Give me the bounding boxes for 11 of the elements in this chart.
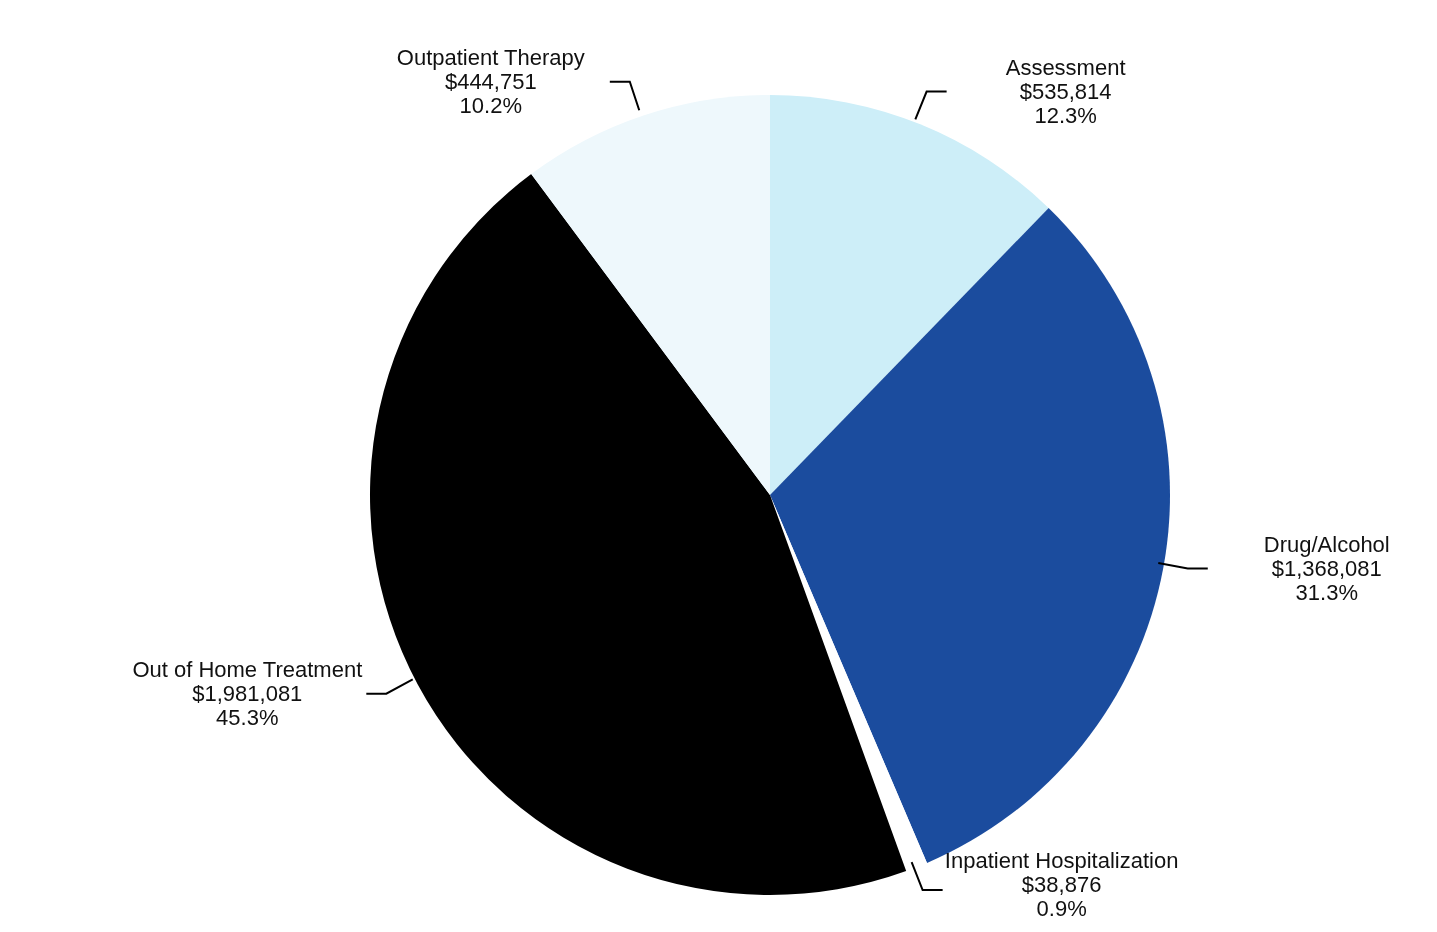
data-label: $1,981,081 45.3%: [192, 680, 303, 730]
pie-slice: [370, 174, 907, 895]
data-label: $535,814 12.3%: [1019, 78, 1112, 128]
slice-label: Drug/Alcohol: [1263, 531, 1390, 557]
data-label: $38,876 0.9%: [1021, 872, 1102, 921]
slice-label: Inpatient Hospitalization: [944, 848, 1179, 873]
slice-label: Out of Home Treatment: [132, 656, 363, 682]
pie-slice: [531, 95, 770, 495]
data-label: $444,751 10.2%: [444, 68, 537, 118]
slice-label: Outpatient Therapy: [396, 44, 585, 70]
slice-label: Assessment: [1005, 54, 1126, 80]
